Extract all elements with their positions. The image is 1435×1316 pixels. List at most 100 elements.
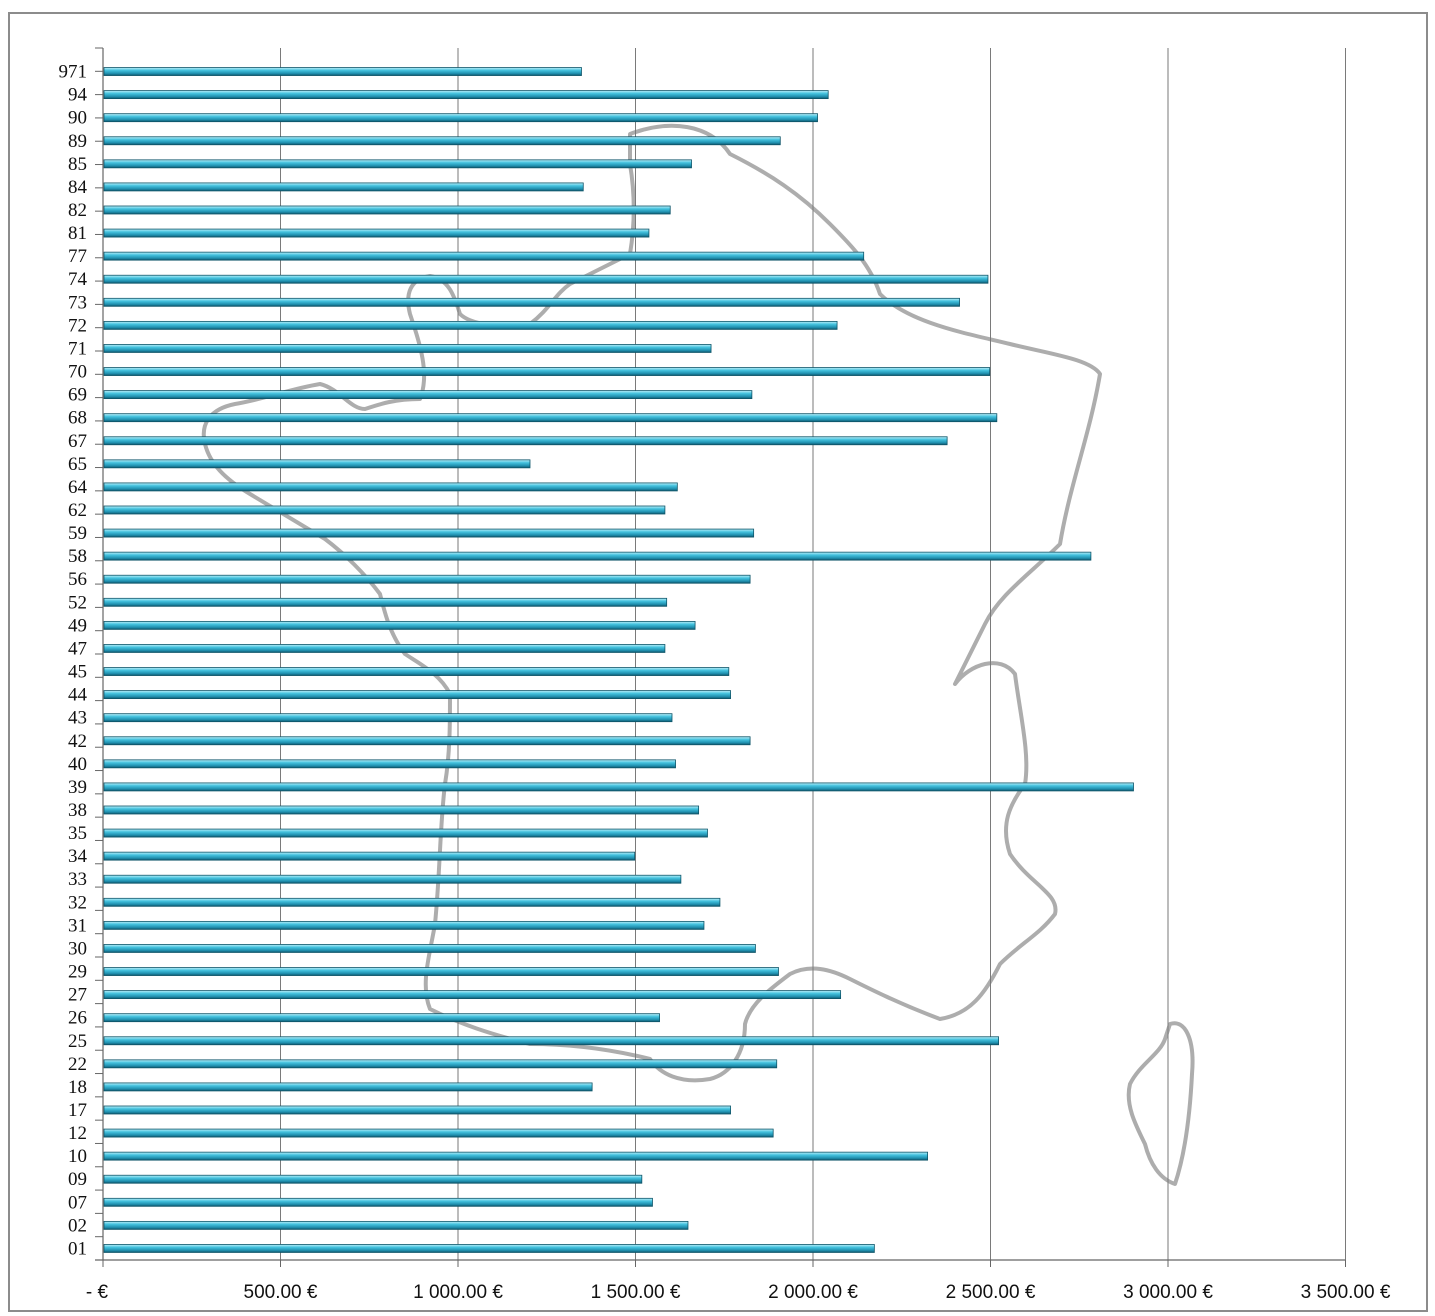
bar-33	[103, 874, 682, 884]
bar-58	[103, 551, 1092, 561]
x-tick-label: 1 000.00 €	[413, 1282, 503, 1303]
category-label: 25	[68, 1031, 87, 1052]
bar-47	[103, 644, 666, 653]
category-label: 94	[68, 85, 88, 106]
category-label: 38	[68, 800, 87, 821]
category-label: 49	[68, 615, 87, 636]
bar-73	[103, 297, 960, 307]
category-label: 67	[68, 431, 87, 452]
bar-44	[103, 690, 731, 700]
category-label: 12	[68, 1123, 87, 1144]
bar-12	[103, 1128, 774, 1138]
category-label: 44	[68, 685, 88, 706]
category-label: 71	[68, 338, 87, 359]
category-label: 43	[68, 708, 87, 729]
bar-18	[103, 1082, 593, 1092]
bar-70	[103, 367, 991, 376]
category-label: 09	[68, 1169, 87, 1190]
x-tick-label: 1 500.00 €	[591, 1282, 681, 1303]
category-label: 10	[68, 1146, 87, 1167]
category-label: 56	[68, 569, 87, 590]
bar-84	[103, 182, 584, 192]
category-label: 29	[68, 962, 87, 983]
bar-39	[103, 782, 1134, 792]
axes	[95, 47, 1346, 1267]
bar-67	[103, 436, 948, 446]
bar-56	[103, 574, 751, 584]
bar-43	[103, 713, 673, 723]
bar-26	[103, 1013, 660, 1023]
category-label: 47	[68, 638, 87, 659]
bar-31	[103, 920, 705, 930]
bar-32	[103, 897, 721, 907]
category-label: 30	[68, 938, 87, 959]
category-label: 64	[68, 477, 88, 498]
bars	[103, 67, 1134, 1253]
x-tick-label: 500.00 €	[244, 1282, 318, 1303]
bar-971	[103, 67, 582, 76]
bar-65	[103, 459, 531, 469]
category-label: 18	[68, 1077, 87, 1098]
category-label: 17	[68, 1100, 87, 1121]
chart-frame: 971 94 90 89 85 84 82 81 77 74 73 72 71 70 69 68 67 65 64 6…	[8, 12, 1428, 1312]
bar-89	[103, 136, 781, 146]
category-label: 02	[68, 1215, 87, 1236]
category-label: 81	[68, 223, 87, 244]
category-label: 35	[68, 823, 87, 844]
bar-72	[103, 320, 838, 330]
x-tick-label: 2 500.00 €	[946, 1282, 1036, 1303]
bar-17	[103, 1105, 731, 1115]
bar-35	[103, 828, 708, 838]
category-label: 62	[68, 500, 87, 521]
x-tick-label: 2 000.00 €	[768, 1282, 858, 1303]
bar-34	[103, 851, 636, 861]
bar-27	[103, 990, 842, 1000]
category-label: 45	[68, 662, 87, 683]
bar-29	[103, 967, 779, 976]
category-label: 74	[68, 269, 88, 290]
x-tick-label: 3 500.00 €	[1301, 1282, 1391, 1303]
category-label: 42	[68, 731, 87, 752]
bar-07	[103, 1197, 653, 1207]
bar-38	[103, 805, 700, 815]
category-label: 40	[68, 754, 87, 775]
france-map-silhouette	[201, 123, 1195, 1186]
bar-45	[103, 667, 730, 676]
category-label: 39	[68, 777, 87, 798]
category-label: 90	[68, 108, 87, 129]
bar-64	[103, 482, 678, 492]
bar-30	[103, 944, 756, 953]
gridlines	[280, 48, 1346, 1260]
category-label: 58	[68, 546, 87, 567]
bar-62	[103, 505, 666, 515]
category-label: 89	[68, 131, 87, 152]
bar-49	[103, 620, 696, 630]
bar-42	[103, 736, 751, 746]
category-label: 26	[68, 1008, 87, 1029]
category-label: 68	[68, 408, 87, 429]
x-tick-labels: - € 500.00 € 1 000.00 € 1 500.00 € 2 000.00 …	[86, 1282, 1391, 1303]
category-label: 22	[68, 1054, 87, 1075]
category-label: 27	[68, 985, 87, 1006]
bar-71	[103, 344, 712, 353]
bar-09	[103, 1174, 643, 1184]
x-tick-label: - €	[86, 1282, 109, 1303]
category-label: 31	[68, 915, 87, 936]
category-label: 85	[68, 154, 87, 175]
bar-85	[103, 159, 692, 169]
bar-40	[103, 759, 676, 769]
bar-81	[103, 228, 650, 238]
bar-02	[103, 1220, 689, 1230]
category-label: 32	[68, 892, 87, 913]
category-label: 07	[68, 1192, 87, 1213]
bar-90	[103, 113, 818, 123]
category-label: 73	[68, 292, 87, 313]
category-label: 84	[68, 177, 88, 198]
category-label: 01	[68, 1238, 87, 1259]
bar-25	[103, 1036, 999, 1046]
bar-52	[103, 597, 668, 607]
category-label: 971	[59, 62, 88, 83]
bar-01	[103, 1244, 875, 1253]
